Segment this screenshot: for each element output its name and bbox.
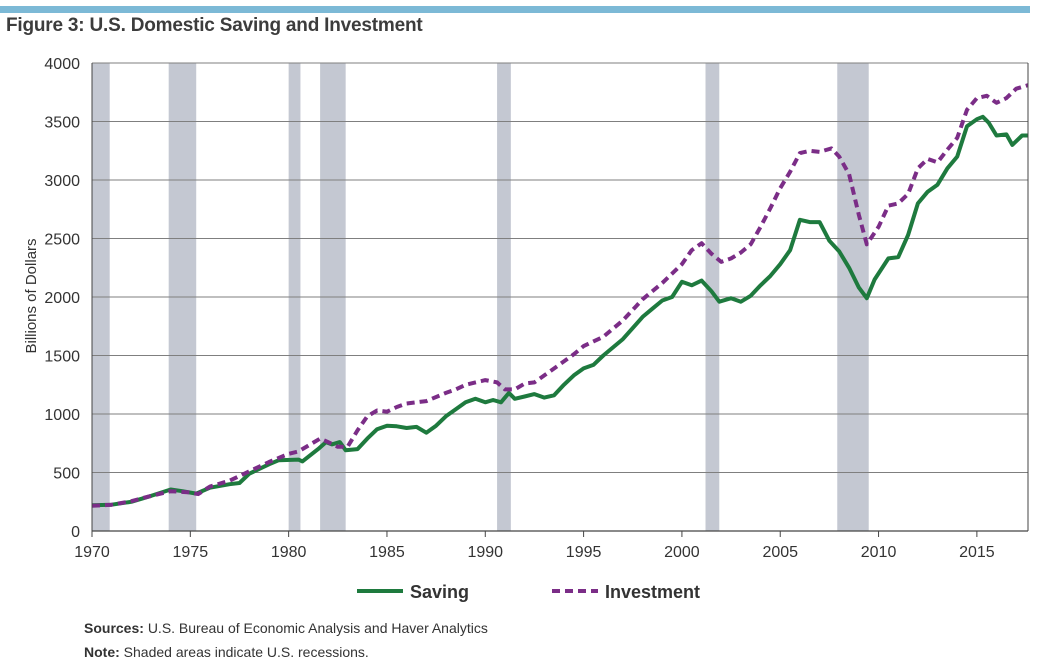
x-tick-label: 2000 [664, 544, 700, 561]
y-tick-label: 1000 [44, 407, 80, 424]
note-text: Shaded areas indicate U.S. recessions. [123, 644, 369, 660]
x-tick-label: 1975 [173, 544, 209, 561]
y-tick-label: 0 [71, 524, 80, 541]
recession-note: Note: Shaded areas indicate U.S. recessi… [84, 644, 369, 660]
axes: 0 500 1000 1500 2000 2500 3000 3500 4000 1970 1975… [44, 56, 1029, 561]
x-tick-label: 1970 [74, 544, 110, 561]
gridlines [92, 62, 1028, 473]
legend-label-investment: Investment [605, 582, 700, 602]
sources-note: Sources: U.S. Bureau of Economic Analysi… [84, 620, 488, 636]
y-tick-label: 2500 [44, 232, 80, 249]
x-tick-label: 2010 [861, 544, 897, 561]
sources-label: Sources: [84, 620, 144, 636]
top-rule [0, 6, 1030, 13]
series-lines [91, 83, 1029, 508]
figure-title: Figure 3: U.S. Domestic Saving and Inves… [6, 15, 423, 36]
x-tick-label: 1985 [369, 544, 405, 561]
y-tick-label: 500 [53, 466, 80, 483]
legend-label-saving: Saving [410, 582, 469, 602]
x-tick-label: 2005 [762, 544, 798, 561]
sources-text: U.S. Bureau of Economic Analysis and Hav… [147, 620, 488, 636]
x-tick-label: 1995 [566, 544, 602, 561]
y-tick-label: 4000 [44, 56, 80, 73]
x-tick-label: 2015 [959, 544, 995, 561]
series-line-saving [91, 114, 1028, 508]
y-tick-label: 2000 [44, 290, 80, 307]
x-tick-label: 1980 [271, 544, 307, 561]
y-axis-label: Billions of Dollars [23, 238, 40, 353]
y-tick-label: 3500 [44, 115, 80, 132]
note-label: Note: [84, 644, 120, 660]
series-line-investment [91, 83, 1029, 508]
legend: Saving Investment [357, 582, 700, 602]
y-tick-label: 3000 [44, 173, 80, 190]
y-tick-label: 1500 [44, 349, 80, 366]
x-tick-label: 1990 [467, 544, 503, 561]
